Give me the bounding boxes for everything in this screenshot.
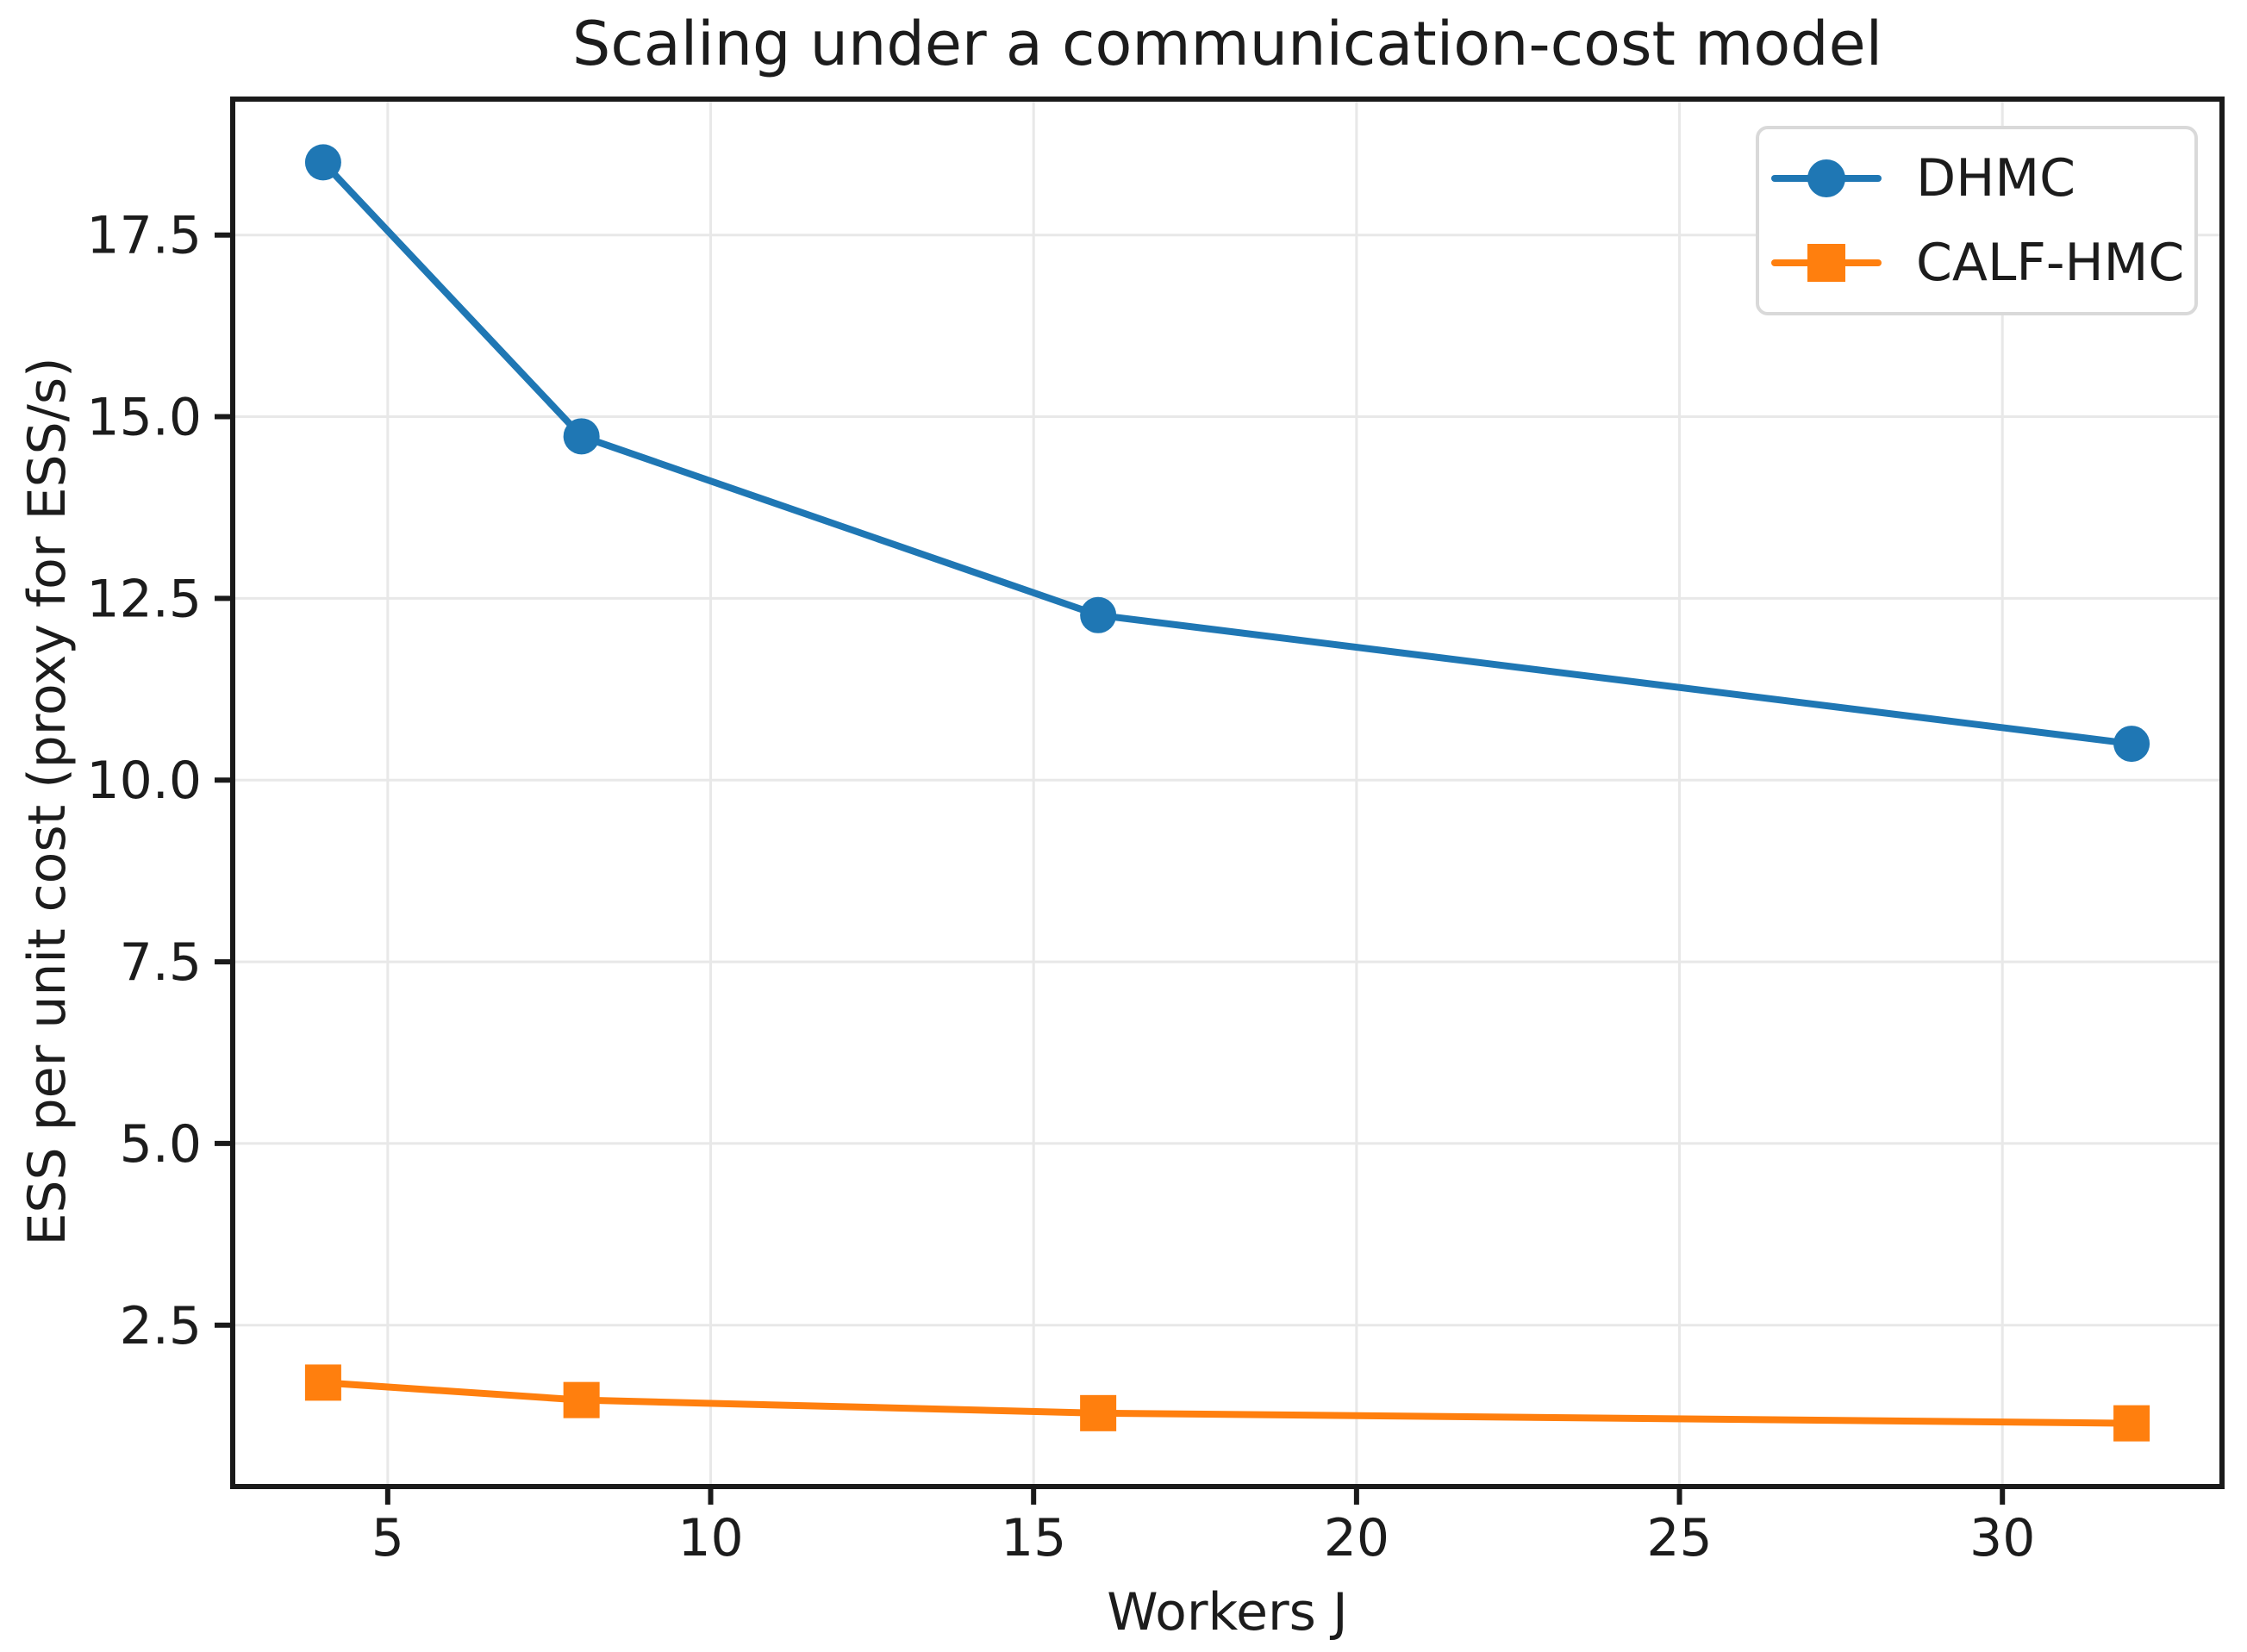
calf-hmc-marker [304,1364,341,1401]
x-tick-label: 15 [1001,1508,1066,1568]
legend-row-calf-hmc: CALF-HMC [1771,221,2194,305]
x-tick-label: 25 [1646,1508,1712,1568]
legend-label-calf-hmc: CALF-HMC [1916,233,2185,293]
y-tick-label: 7.5 [120,932,202,993]
calf-hmc-line [319,1379,2136,1427]
x-axis-label: Workers J [1107,1582,1348,1643]
x-tick-label: 20 [1324,1508,1389,1568]
calf-hmc-marker [2113,1405,2150,1442]
x-tick-label: 5 [371,1508,404,1568]
x-tick-label: 30 [1969,1508,2035,1568]
y-tick-label: 5.0 [120,1114,202,1175]
dhmc-marker [304,144,341,181]
x-tick-label: 10 [677,1508,743,1568]
y-tick-label: 12.5 [86,569,202,629]
y-tick-label: 10.0 [86,751,202,811]
legend-label-dhmc: DHMC [1916,148,2075,209]
calf-hmc-line-marker-icon [1771,244,1882,282]
y-axis-label: ESS per unit cost (proxy for ESS/s) [17,357,78,1246]
legend-row-dhmc: DHMC [1771,136,2194,221]
axes-spines [230,97,2225,1489]
y-tick-label: 15.0 [86,388,202,448]
calf-hmc-marker [563,1381,600,1418]
y-tick-label: 17.5 [86,206,202,266]
dhmc-line-marker-icon [1771,159,1882,197]
calf-hmc-marker [1080,1394,1117,1431]
chart-title: Scaling under a communication-cost model [571,9,1883,79]
dhmc-marker [563,418,600,455]
dhmc-line [319,159,2136,748]
legend: DHMC CALF-HMC [1756,126,2198,315]
dhmc-marker [2113,726,2150,763]
y-tick-label: 2.5 [120,1296,202,1356]
dhmc-marker [1080,596,1117,633]
